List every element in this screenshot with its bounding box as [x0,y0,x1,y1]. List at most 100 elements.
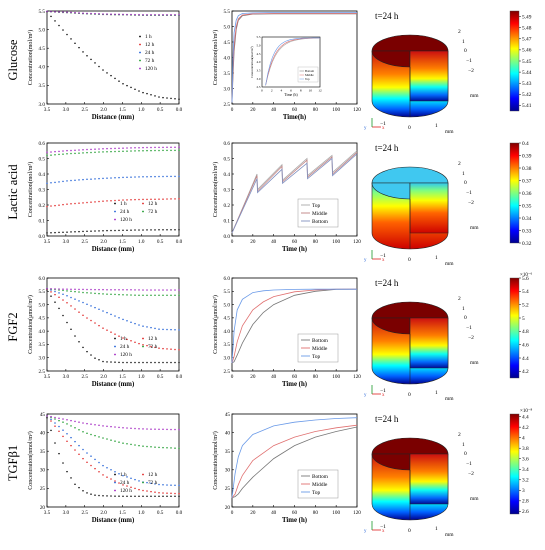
data-point [62,421,64,423]
data-point [94,151,96,154]
data-point [86,201,88,204]
x-tick-label: 80 [313,239,319,245]
colorbar-label: 5.41 [522,103,532,109]
x-tick-label: 100 [332,510,340,516]
data-point [158,198,160,200]
data-point [166,175,168,178]
data-point [118,335,120,337]
data-point [90,288,92,291]
data-point [110,361,112,363]
x-tick-label: 120 [353,107,361,113]
series-12h [46,288,180,351]
colorbar-label: 2.8 [522,499,529,505]
axis-tick: 1 [462,171,465,177]
y-tick-label: 3.5 [224,342,231,348]
data-point [142,289,144,291]
x-tick-label: 0.5 [157,107,164,113]
colorbar-label: 4.4 [522,356,529,362]
data-point [174,149,176,152]
data-point [46,151,48,154]
colorbar-label: 4.6 [522,342,529,348]
data-point [66,440,68,443]
data-point [146,229,148,231]
x-tick-label: 1.0 [138,510,145,516]
x-tick-label: 40 [271,374,277,380]
data-point [70,11,72,14]
data-point [154,294,156,297]
axis-tick: 2 [458,29,461,35]
data-point [142,445,144,447]
data-point [126,320,128,322]
data-point [98,308,100,311]
data-point [134,487,136,490]
data-point [90,151,92,154]
data-point [90,305,92,307]
data-point [174,492,176,495]
series-line-middle [231,424,358,498]
data-point [106,329,108,331]
y-tick-label: 0.5 [224,156,231,162]
data-point [158,328,160,330]
data-point [122,474,124,477]
data-point [178,149,180,152]
data-point [70,296,72,299]
series-24h [46,415,180,487]
x-tick-label: 0 [231,239,234,245]
data-point [94,306,96,309]
data-point [102,495,104,497]
colorbar-label: 2.6 [522,509,529,515]
data-point [98,424,100,427]
data-point [126,427,128,429]
x-tick-label: 40 [271,239,277,245]
legend-marker [142,210,144,213]
data-point [102,151,104,153]
data-point [98,436,100,438]
data-point [46,415,48,417]
cylinder-top-back [371,34,449,52]
data-point [122,495,124,497]
axis-tick: 0 [408,257,411,263]
legend-label: 72 h [148,209,158,215]
data-point [138,198,140,201]
colorbar-label: 5.6 [522,276,529,282]
data-point [62,288,64,290]
legend-marker [139,59,141,62]
data-point [94,148,96,150]
data-point [54,416,56,419]
data-point [86,432,88,435]
legend-label: Bottom [312,219,329,225]
axis-tick: 2 [458,161,461,167]
inset-y-tick: 2.5 [257,85,261,89]
data-point [114,480,116,482]
y-tick-label: 4.0 [224,55,231,61]
data-point [86,492,88,494]
data-point [142,294,144,297]
data-point [162,484,164,486]
data-point [178,348,180,351]
data-point [70,305,72,307]
data-point [78,291,80,293]
x-tick-label: 0 [231,510,234,516]
data-point [70,477,72,479]
data-point [126,150,128,152]
data-point [170,97,172,100]
data-point [62,150,64,152]
data-point [138,176,140,178]
data-point [166,229,168,231]
data-point [90,493,92,495]
x-tick-label: 20 [250,239,256,245]
data-point [166,289,168,291]
data-point [134,147,136,149]
data-point [46,10,48,13]
time-plot: 0 20 40 60 80 100 120 2.5 3.0 3.5 4.0 4.5 5.0 5.5 6.0 T… [212,276,361,388]
data-point [66,180,68,182]
data-point [90,455,92,457]
legend-label: 12 h [145,42,155,48]
data-point [138,488,140,491]
colorbar-label: 5.46 [522,48,532,54]
legend-label: 24 h [120,344,130,350]
inset-y-tick: 5.0 [257,44,261,48]
axis-tick: 1 [435,123,438,129]
data-point [78,202,80,204]
